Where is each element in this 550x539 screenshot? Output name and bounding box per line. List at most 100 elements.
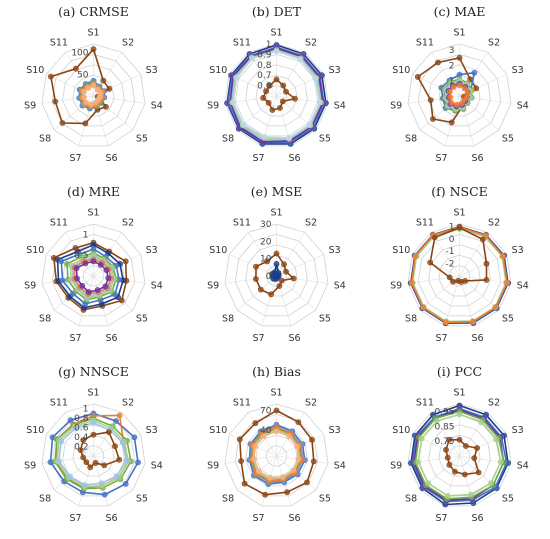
data-point	[113, 473, 120, 479]
data-point	[116, 412, 123, 419]
grid-spoke	[248, 232, 277, 277]
data-point	[238, 458, 244, 464]
grid-spoke	[276, 232, 305, 277]
data-point	[59, 277, 66, 284]
data-point	[279, 98, 286, 105]
spoke-label: S9	[207, 461, 219, 472]
data-point	[240, 121, 247, 128]
data-point	[269, 107, 276, 113]
radar-panel-5: (e) MSE S1 S2 S3 S4 S5 S6 S7 S8 S9 S10 S11 0 10 20 30	[207, 184, 346, 344]
tick-label: 0.8	[257, 61, 272, 71]
data-point	[236, 436, 243, 443]
series-line	[49, 412, 139, 496]
grid-ring	[234, 53, 319, 137]
series-line	[232, 50, 321, 139]
grid-spoke	[224, 275, 277, 284]
data-point	[67, 417, 74, 424]
spoke-label: S5	[136, 133, 148, 144]
data-point	[58, 438, 65, 445]
grid-spoke	[444, 275, 460, 326]
spoke-label: S3	[329, 425, 341, 436]
spoke-label: S1	[270, 28, 282, 39]
spoke-label: S7	[435, 333, 447, 344]
spoke-label: S4	[517, 461, 529, 472]
data-point	[241, 480, 248, 487]
spoke-label: S9	[207, 281, 219, 292]
data-point	[448, 119, 455, 126]
data-point	[90, 431, 97, 438]
spoke-label: S3	[146, 65, 158, 76]
panel-title: (d) MRE	[67, 184, 120, 199]
data-point	[434, 418, 440, 424]
grid-ring	[245, 64, 308, 127]
grid-ring	[417, 233, 502, 317]
data-point	[103, 103, 109, 110]
spoke-label: S4	[334, 461, 346, 472]
grid-spoke	[229, 254, 277, 277]
data-point	[418, 435, 425, 442]
data-point	[493, 436, 499, 443]
data-point	[443, 446, 449, 453]
grid-ring	[428, 424, 491, 487]
data-point	[80, 437, 87, 443]
radar-panel-7: (g) NNSCES1S2S3S4S5S6S7S8S9S10S110.20.40…	[24, 364, 163, 524]
tick-label: 1	[266, 40, 272, 50]
spoke-label: S4	[151, 281, 163, 292]
spoke-label: S8	[222, 133, 234, 144]
data-point	[414, 74, 421, 80]
spoke-label: S2	[122, 398, 134, 409]
data-point	[90, 82, 97, 89]
data-point	[273, 250, 280, 257]
spoke-label: S6	[105, 333, 117, 344]
grid-ring	[62, 64, 125, 127]
series-line	[229, 47, 324, 143]
tick-label: 0.4	[74, 433, 89, 443]
grid-ring	[407, 403, 512, 507]
data-point	[290, 275, 297, 282]
data-point	[431, 234, 438, 241]
spoke-label: S6	[288, 333, 300, 344]
data-point	[116, 456, 123, 463]
data-point	[446, 461, 453, 468]
data-point	[79, 282, 86, 289]
grid-ring	[224, 43, 329, 147]
data-point	[98, 480, 105, 487]
data-point	[479, 236, 486, 243]
spoke-label: S10	[209, 65, 227, 76]
grid-ring	[41, 223, 146, 327]
spoke-label: S3	[512, 245, 524, 256]
data-point	[261, 133, 268, 140]
spoke-label: S1	[453, 208, 465, 219]
grid-ring	[51, 53, 136, 137]
data-point	[444, 492, 451, 499]
tick-label: 1	[83, 230, 89, 240]
spoke-label: S8	[405, 313, 417, 324]
data-point	[273, 428, 280, 435]
data-point	[290, 467, 297, 474]
grid-ring	[448, 265, 471, 287]
grid-ring	[438, 254, 481, 297]
spoke-label: S11	[50, 38, 68, 49]
data-point	[482, 232, 489, 239]
grid-ring	[224, 223, 329, 327]
data-point	[429, 116, 436, 122]
data-point	[483, 260, 490, 267]
spoke-label: S1	[87, 208, 99, 219]
grid-ring	[245, 424, 308, 487]
data-point	[456, 224, 463, 231]
spoke-label: S6	[105, 513, 117, 524]
spoke-label: S7	[69, 513, 81, 524]
data-point	[458, 100, 465, 107]
data-point	[83, 459, 90, 466]
data-point	[499, 253, 506, 260]
spoke-label: S6	[105, 153, 117, 164]
data-point	[464, 89, 471, 96]
data-point	[90, 258, 97, 265]
data-point	[306, 121, 313, 128]
series-line	[226, 44, 327, 145]
tick-label: 50	[77, 70, 89, 80]
spoke-label: S1	[270, 388, 282, 399]
data-point	[52, 98, 59, 105]
spoke-label: S9	[24, 461, 36, 472]
